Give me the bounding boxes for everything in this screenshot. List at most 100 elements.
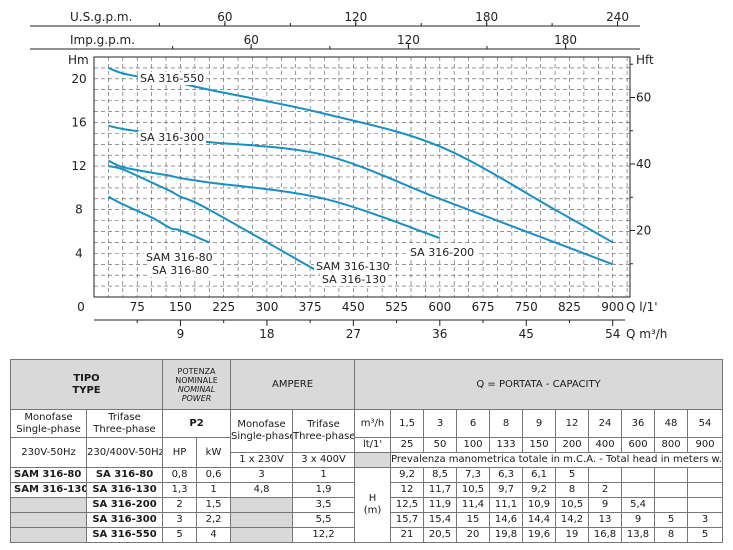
p2-header: P2 (162, 409, 232, 438)
power-kw: 0,6 (196, 467, 232, 483)
curve-label: SAM 316-80 (146, 251, 213, 264)
m3h-label: m³/h (354, 409, 392, 438)
head-value: 10,5 (555, 497, 590, 513)
head-value (687, 467, 724, 483)
head-value: 9,2 (522, 482, 557, 498)
curve-label: SA 316-80 (152, 264, 209, 277)
top-us-tick-label: 120 (344, 10, 367, 24)
head-value: 7,3 (456, 467, 491, 483)
header-tipo: TIPO TYPE (9, 359, 164, 410)
left-tick-label: 4 (75, 246, 83, 260)
model-tri: SA 316-300 (85, 512, 164, 528)
bottom-lmin-tick-label: 300 (255, 300, 278, 314)
model-mono: SAM 316-130 (10, 482, 87, 498)
model-tri: SA 316-80 (85, 467, 164, 483)
head-value: 8 (555, 482, 590, 498)
top-us-tick-label: 60 (217, 10, 232, 24)
spec-table-rows: SAM 316-80 SA 316-80 0,8 0,6 3 1 H (m) 9,2 8,5 7,3… (10, 467, 724, 543)
power-kw: 1,5 (196, 497, 232, 513)
spec-table: TIPO TYPE POTENZA NOMINALE NOMINAL POWER AM… (9, 359, 724, 543)
bottom-m3h-tick-label: 54 (605, 327, 620, 341)
head-value: 13,8 (621, 527, 656, 543)
head-value: 9 (621, 512, 656, 528)
head-value: 9 (588, 497, 623, 513)
left-tick-label: 16 (71, 115, 86, 129)
curve-sa-316-300 (108, 124, 614, 266)
head-value: 14,6 (489, 512, 524, 528)
power-kw: 2,2 (196, 512, 232, 528)
curve-label: SA 316-200 (410, 246, 474, 259)
ampere-mono (230, 527, 294, 543)
left-tick-label: 0 (77, 300, 85, 314)
head-value: 15,4 (423, 512, 458, 528)
head-value: 9,2 (390, 467, 425, 483)
head-value: 21 (390, 527, 425, 543)
kw-header: kW (196, 437, 232, 468)
head-value: 10,9 (522, 497, 557, 513)
bottom-lmin-tick-label: 150 (169, 300, 192, 314)
voltage-mono: 230V-50Hz (10, 437, 87, 468)
top-us-tick-label: 180 (475, 10, 498, 24)
head-value (588, 467, 623, 483)
curve-label-bg (138, 131, 206, 144)
curve-label-bg (138, 72, 206, 85)
power-hp: 5 (162, 527, 198, 543)
ampere-tri: 1 (292, 467, 356, 483)
head-value: 5 (654, 512, 689, 528)
right-tick-label: 20 (636, 223, 651, 237)
m3h-cell: 24 (588, 409, 623, 438)
curve-sa-316-80 (107, 195, 210, 244)
bottom-m3h-tick-label: 18 (259, 327, 274, 341)
head-value: 5,4 (621, 497, 656, 513)
m3h-cell: 48 (654, 409, 689, 438)
right-axis-label: Hft (636, 53, 654, 67)
bottom-m3h-axis-label: Q m³/h (626, 327, 667, 341)
curve-label: SA 316-550 (140, 72, 204, 85)
head-value: 15 (456, 512, 491, 528)
voltage-tri: 230/400V-50Hz (85, 437, 164, 468)
power-hp: 2 (162, 497, 198, 513)
model-tri: SA 316-200 (85, 497, 164, 513)
left-tick-label: 20 (71, 72, 86, 86)
curve-sa-316-200 (107, 159, 441, 240)
m3h-cell: 54 (687, 409, 724, 438)
lmin-cell: 900 (687, 437, 724, 453)
bottom-lmin-tick-label: 900 (601, 300, 624, 314)
trifase-header: Trifase Three-phase (85, 409, 164, 438)
head-value: 19,8 (489, 527, 524, 543)
power-hp: 3 (162, 512, 198, 528)
power-kw: 4 (196, 527, 232, 543)
head-value: 11,9 (423, 497, 458, 513)
prevalenza-note: Prevalenza manometrica totale in m.C.A. … (390, 452, 724, 468)
power-hp: 0,8 (162, 467, 198, 483)
head-value: 2 (588, 482, 623, 498)
ampere-tri-header: Trifase Three-phase (292, 409, 356, 453)
power-kw: 1 (196, 482, 232, 498)
bottom-m3h-tick-label: 27 (346, 327, 361, 341)
curve-label-bg (320, 273, 388, 286)
right-tick-label: 60 (636, 90, 651, 104)
head-value: 8 (654, 527, 689, 543)
head-label: H (m) (354, 467, 392, 543)
bottom-m3h-tick-label: 45 (519, 327, 534, 341)
chart-labels: SA 316-550 SA 316-300 SA 316-200 SAM 316-13… (138, 72, 476, 286)
head-value: 12 (390, 482, 425, 498)
model-tri: SA 316-550 (85, 527, 164, 543)
header-potenza: POTENZA NOMINALE NOMINAL POWER (162, 359, 232, 410)
header-ampere: AMPERE (230, 359, 356, 410)
ampere-tri: 1,9 (292, 482, 356, 498)
table-row: SAM 316-80 SA 316-80 0,8 0,6 3 1 H (m) 9,2 8,5 7,3… (10, 467, 724, 543)
lmin-label: lt/1' (354, 437, 392, 453)
m3h-cell: 1,5 (390, 409, 425, 438)
model-tri: SA 316-130 (85, 482, 164, 498)
m3h-cell: 6 (456, 409, 491, 438)
ampere-mono (230, 512, 294, 528)
ampere-mono-voltage: 1 x 230V (230, 452, 294, 468)
head-value: 14,2 (555, 512, 590, 528)
head-value: 20,5 (423, 527, 458, 543)
bottom-lmin-tick-label: 600 (428, 300, 451, 314)
curve-label-bg (150, 264, 212, 277)
lmin-cell: 100 (456, 437, 491, 453)
head-value: 6,1 (522, 467, 557, 483)
